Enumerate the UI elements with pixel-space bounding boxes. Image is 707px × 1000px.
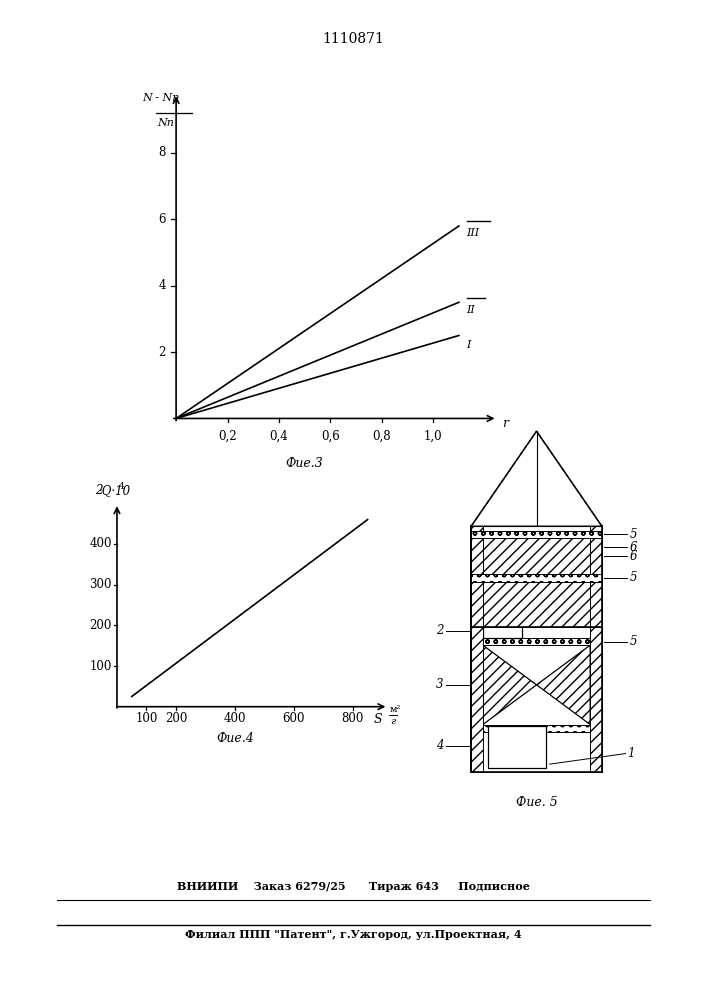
Text: 200: 200 [165, 712, 187, 725]
Text: 4: 4 [119, 482, 124, 491]
Polygon shape [483, 645, 537, 724]
Text: ВНИИПИ    Заказ 6279/25      Тираж 643     Подписное: ВНИИПИ Заказ 6279/25 Тираж 643 Подписное [177, 881, 530, 892]
Bar [471, 638, 602, 645]
Text: II: II [467, 305, 475, 315]
Polygon shape [537, 645, 590, 724]
Text: ·Q·10: ·Q·10 [99, 484, 132, 497]
Text: 0,8: 0,8 [373, 430, 391, 443]
Text: r: r [503, 417, 508, 430]
Bar [471, 526, 602, 627]
Text: 1,0: 1,0 [424, 430, 443, 443]
Text: S: S [374, 713, 382, 726]
Bar [471, 627, 602, 772]
Text: 2: 2 [158, 346, 166, 359]
Text: 600: 600 [283, 712, 305, 725]
Text: I: I [467, 340, 471, 350]
Polygon shape [471, 431, 602, 526]
Text: 2: 2 [436, 624, 444, 637]
Text: Фие.3: Фие.3 [286, 457, 324, 470]
Bar [488, 726, 546, 768]
Bar [471, 526, 483, 627]
Text: 300: 300 [89, 578, 112, 591]
Text: Nn: Nn [158, 118, 174, 128]
Bar [471, 627, 602, 772]
Text: 2: 2 [95, 484, 103, 497]
Text: г: г [390, 717, 395, 726]
Text: 100: 100 [135, 712, 158, 725]
Bar [471, 574, 602, 582]
Bar [471, 627, 483, 772]
Text: Фие.4: Фие.4 [216, 732, 254, 745]
Text: 400: 400 [223, 712, 246, 725]
Bar [471, 526, 602, 627]
Text: 0,2: 0,2 [218, 430, 237, 443]
Text: 4: 4 [436, 739, 444, 752]
Bar [483, 623, 522, 638]
Text: 1: 1 [627, 747, 634, 760]
Bar [483, 627, 590, 772]
Text: Филиал ППП "Патент", г.Ужгород, ул.Проектная, 4: Филиал ППП "Патент", г.Ужгород, ул.Проек… [185, 930, 522, 940]
Text: Фие. 5: Фие. 5 [515, 796, 557, 809]
Bar [590, 627, 602, 772]
Text: 5: 5 [629, 528, 637, 541]
Text: 800: 800 [341, 712, 364, 725]
Bar [471, 531, 602, 538]
Text: 8: 8 [158, 146, 166, 159]
Text: 4: 4 [158, 279, 166, 292]
Bar [483, 538, 590, 574]
Text: III: III [467, 228, 480, 238]
Text: 400: 400 [89, 537, 112, 550]
Bar [471, 724, 602, 732]
Text: N - Nn: N - Nn [142, 93, 180, 103]
Text: 200: 200 [89, 619, 112, 632]
Text: м²: м² [390, 705, 401, 714]
Text: 0,4: 0,4 [269, 430, 288, 443]
Text: 6: 6 [158, 213, 166, 226]
Text: 100: 100 [89, 660, 112, 673]
Bar [590, 526, 602, 627]
Text: 6: 6 [629, 541, 637, 554]
Text: 3: 3 [436, 678, 444, 691]
Bar [471, 627, 483, 772]
Bar [590, 627, 602, 772]
Text: 5: 5 [629, 571, 637, 584]
Text: 5: 5 [629, 635, 637, 648]
Text: 6: 6 [629, 550, 637, 563]
Text: 1110871: 1110871 [322, 32, 385, 46]
Text: 0,6: 0,6 [321, 430, 340, 443]
Bar [483, 582, 590, 627]
